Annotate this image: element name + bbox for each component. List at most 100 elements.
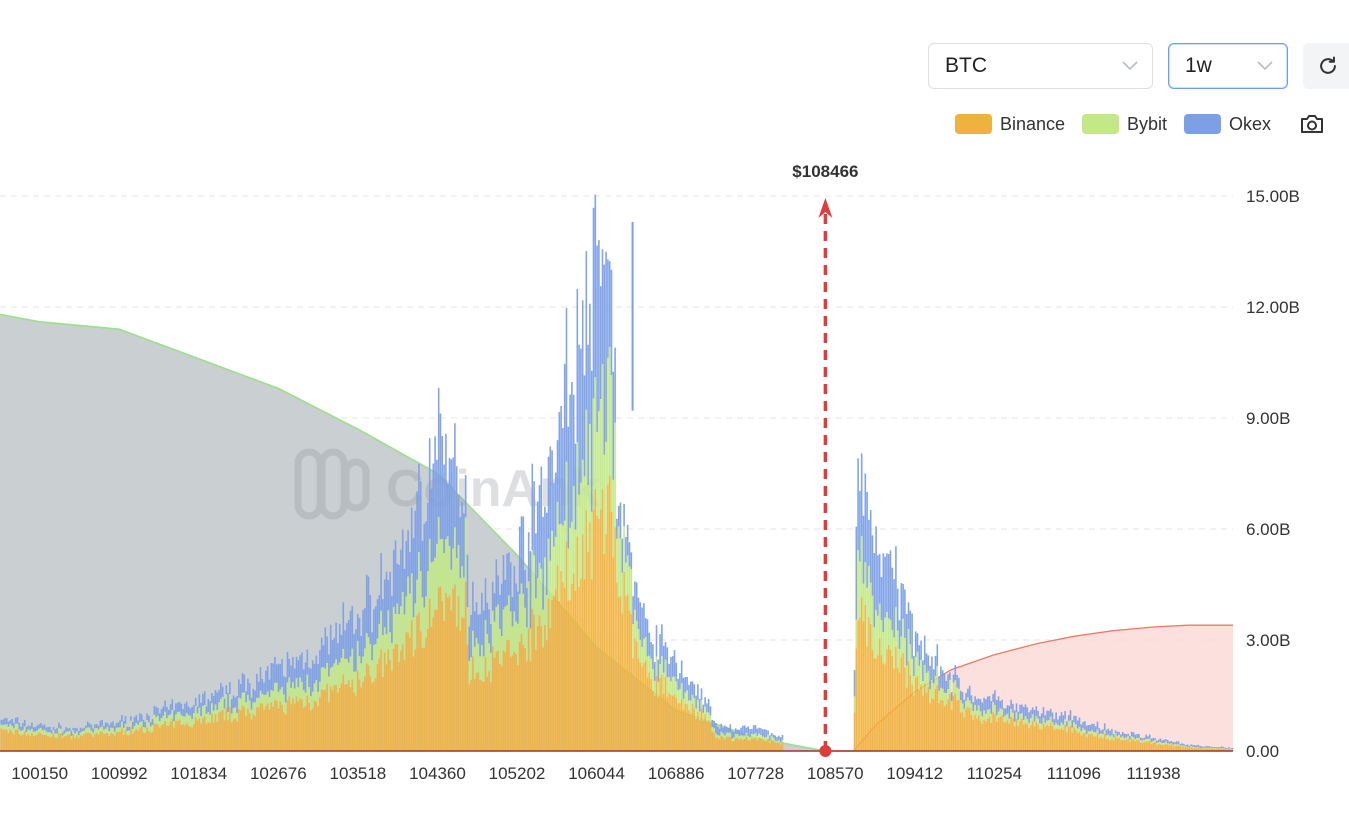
legend-item-binance[interactable]: Binance xyxy=(955,112,1065,136)
bar-bybit xyxy=(178,711,181,720)
bar-binance xyxy=(970,715,973,751)
camera-icon[interactable] xyxy=(1299,112,1325,136)
bar-binance xyxy=(578,587,580,751)
bar-okex xyxy=(268,679,271,697)
bar-binance xyxy=(518,641,521,751)
bar-binance xyxy=(1154,742,1156,751)
bar-binance xyxy=(293,703,296,751)
bar-binance xyxy=(986,719,989,751)
bar-binance xyxy=(148,731,150,751)
legend-item-okex[interactable]: Okex xyxy=(1184,112,1271,136)
bar-bybit xyxy=(306,674,309,696)
bar-bybit xyxy=(695,708,697,719)
period-select[interactable]: 1w xyxy=(1168,43,1288,89)
bar-okex xyxy=(880,576,883,621)
bar-okex xyxy=(967,688,969,698)
bar-okex xyxy=(113,725,116,732)
bar-okex xyxy=(968,685,971,701)
bar-okex xyxy=(884,556,886,618)
bar-bybit xyxy=(778,740,780,743)
bar-okex xyxy=(684,677,687,693)
bar-okex xyxy=(203,691,206,705)
bar-okex xyxy=(742,725,744,736)
bar-bybit xyxy=(925,672,928,694)
bar-binance xyxy=(772,741,775,751)
bar-binance xyxy=(931,698,933,751)
bar-bybit xyxy=(88,727,91,733)
bar-okex xyxy=(905,614,908,666)
bar-binance xyxy=(227,720,229,751)
bar-binance xyxy=(144,733,147,751)
bar-binance xyxy=(954,693,957,751)
bar-binance xyxy=(38,732,40,751)
bar-okex xyxy=(576,288,579,443)
bar-okex xyxy=(1105,729,1108,736)
bar-okex xyxy=(536,501,539,578)
bar-okex xyxy=(311,660,314,692)
bar-okex xyxy=(954,665,957,681)
bar-bybit xyxy=(1134,739,1137,742)
bar-binance xyxy=(943,706,946,751)
bar-binance xyxy=(1080,735,1083,751)
bar-bybit xyxy=(1112,737,1115,741)
bar-okex xyxy=(378,595,381,624)
bar-binance xyxy=(925,693,928,751)
bar-okex xyxy=(443,464,445,554)
bar-okex xyxy=(702,704,705,713)
bar-okex xyxy=(729,724,732,733)
bar-okex xyxy=(392,549,395,607)
refresh-button[interactable] xyxy=(1303,43,1349,89)
bar-okex xyxy=(493,593,496,622)
bar-bybit xyxy=(1096,729,1099,734)
bar-okex xyxy=(634,581,636,610)
bar-bybit xyxy=(391,642,393,671)
legend-item-bybit[interactable]: Bybit xyxy=(1082,112,1167,136)
bar-bybit xyxy=(893,637,895,669)
bar-bybit xyxy=(664,659,667,677)
bar-okex xyxy=(565,308,568,462)
bar-binance xyxy=(202,717,204,751)
bar-binance xyxy=(625,596,627,751)
bar-okex xyxy=(135,715,138,723)
bar-okex xyxy=(292,657,294,683)
bar-bybit xyxy=(682,698,685,710)
bar-okex xyxy=(1114,730,1117,734)
bar-bybit xyxy=(1183,745,1185,747)
bar-bybit xyxy=(263,694,265,710)
bar-binance xyxy=(1048,726,1050,751)
bar-binance xyxy=(16,729,19,751)
bar-binance xyxy=(743,738,746,751)
bar-bybit xyxy=(513,611,516,652)
bar-binance xyxy=(979,721,982,751)
bar-bybit xyxy=(128,730,130,736)
bar-okex xyxy=(934,655,937,676)
symbol-select[interactable]: BTC xyxy=(928,43,1153,89)
bar-bybit xyxy=(387,610,390,650)
bar-bybit xyxy=(79,732,82,736)
bar-binance xyxy=(563,587,566,751)
bar-bybit xyxy=(261,693,264,704)
bar-binance xyxy=(401,644,404,751)
bar-binance xyxy=(977,715,980,751)
bar-bybit xyxy=(877,615,879,656)
bar-bybit xyxy=(1150,741,1153,745)
bar-okex xyxy=(481,592,483,646)
bar-binance xyxy=(542,647,544,751)
bar-bybit xyxy=(40,727,42,734)
bar-binance xyxy=(167,725,170,751)
bar-okex xyxy=(776,736,778,742)
bar-binance xyxy=(1094,736,1097,751)
bar-okex xyxy=(1035,706,1038,717)
bar-bybit xyxy=(1075,724,1077,730)
bar-okex xyxy=(448,457,451,546)
bar-okex xyxy=(265,670,267,695)
bar-okex xyxy=(1026,707,1029,720)
bar-okex xyxy=(383,579,386,628)
bar-binance xyxy=(396,644,399,751)
bar-binance xyxy=(736,738,739,751)
bar-okex xyxy=(976,699,978,711)
bar-okex xyxy=(605,251,607,442)
bar-okex xyxy=(1183,743,1185,746)
bar-binance xyxy=(877,655,879,751)
bar-bybit xyxy=(455,558,458,627)
